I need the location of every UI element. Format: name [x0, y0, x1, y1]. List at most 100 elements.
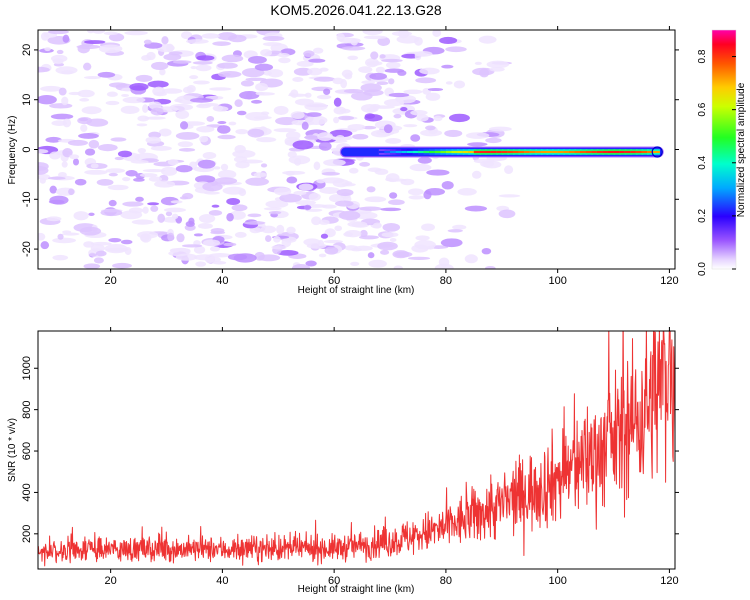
x-tick-label: 120 [660, 275, 678, 287]
noise-blob [441, 180, 454, 190]
noise-blob [217, 125, 231, 134]
noise-blob [241, 68, 265, 78]
noise-blob [209, 87, 232, 91]
noise-blob [176, 233, 185, 243]
noise-blob [112, 262, 132, 269]
x-tick-label: 40 [216, 575, 228, 587]
noise-blob [375, 66, 386, 74]
noise-blob [91, 30, 106, 34]
noise-blob [369, 72, 388, 80]
colorbar-tick-label: 0.6 [697, 102, 708, 116]
noise-blob [235, 161, 250, 169]
noise-blob [38, 149, 49, 154]
noise-blob [245, 111, 269, 121]
noise-blob [38, 232, 46, 241]
noise-blob [265, 235, 272, 242]
noise-blob [45, 136, 62, 143]
noise-blob [254, 63, 274, 71]
noise-blob [313, 76, 336, 82]
noise-blob [441, 64, 454, 69]
noise-blob [445, 81, 453, 85]
noise-blob [208, 253, 232, 258]
noise-blob [233, 156, 248, 163]
noise-blob [498, 209, 516, 219]
noise-blob [388, 92, 410, 98]
noise-blob [486, 60, 510, 69]
noise-blob [142, 169, 166, 173]
noise-blob [143, 39, 152, 45]
noise-blob [306, 112, 322, 117]
noise-blob [234, 145, 246, 154]
noise-blob [273, 187, 292, 196]
noise-blob [40, 85, 63, 92]
noise-blob [273, 128, 297, 133]
noise-blob [140, 233, 150, 242]
noise-blob [175, 110, 190, 119]
noise-blob [414, 50, 433, 57]
colorbar: 0.0 0.2 0.4 0.6 0.8 Normalized spectral ampl… [697, 29, 747, 276]
noise-blob [250, 99, 263, 104]
noise-blob [88, 253, 97, 257]
noise-blob [414, 36, 423, 46]
noise-blob [262, 42, 282, 47]
noise-blob [107, 184, 129, 191]
noise-blob [337, 115, 355, 121]
noise-blob [153, 91, 167, 97]
noise-blob [205, 256, 221, 263]
noise-blob [359, 229, 368, 238]
noise-blob [175, 253, 198, 261]
spectrogram-x-axis: 20 40 60 80 100 120 [105, 26, 679, 287]
noise-blob [171, 213, 179, 219]
noise-blob [447, 229, 463, 233]
noise-blob [197, 222, 213, 229]
noise-blob [361, 125, 377, 130]
noise-blob [397, 70, 407, 76]
noise-blob [51, 120, 68, 127]
noise-blob [313, 161, 321, 171]
x-tick-label: 60 [328, 275, 340, 287]
noise-blob [303, 204, 312, 211]
noise-blob [170, 200, 183, 204]
noise-blob [217, 32, 238, 41]
noise-blob [488, 126, 512, 132]
colorbar-tick-label: 0.8 [697, 49, 708, 63]
noise-blob [295, 200, 317, 206]
noise-blob [341, 46, 366, 51]
noise-blob [482, 160, 502, 169]
noise-blob [294, 157, 302, 166]
noise-blob [332, 179, 350, 188]
noise-blob [38, 95, 57, 105]
noise-blob [290, 111, 305, 119]
signal-track-endcap [651, 146, 663, 158]
noise-blob [415, 77, 437, 84]
noise-blob [135, 196, 144, 202]
noise-blob [298, 183, 314, 191]
noise-blob [444, 129, 463, 138]
noise-blob [185, 221, 195, 227]
noise-blob [333, 97, 342, 107]
noise-blob [306, 242, 327, 249]
noise-blob [318, 141, 332, 151]
y-tick-label: 0 [21, 146, 33, 152]
noise-blob [233, 253, 257, 263]
noise-blob [49, 103, 73, 109]
noise-blob [217, 62, 238, 69]
noise-blob [68, 188, 75, 196]
noise-blob [457, 187, 477, 196]
noise-blob [211, 204, 220, 208]
noise-blob [90, 163, 99, 169]
noise-blob [167, 232, 175, 242]
noise-blob [110, 137, 127, 142]
noise-blob [83, 62, 92, 71]
noise-blob [410, 134, 421, 142]
x-tick-label: 120 [660, 575, 678, 587]
noise-blob [177, 141, 194, 148]
noise-blob [279, 193, 302, 203]
noise-blob [256, 136, 277, 143]
noise-blob [303, 50, 315, 57]
noise-blob [220, 163, 229, 171]
noise-blob [411, 244, 429, 253]
noise-blob [419, 67, 440, 75]
noise-blob [189, 97, 214, 103]
